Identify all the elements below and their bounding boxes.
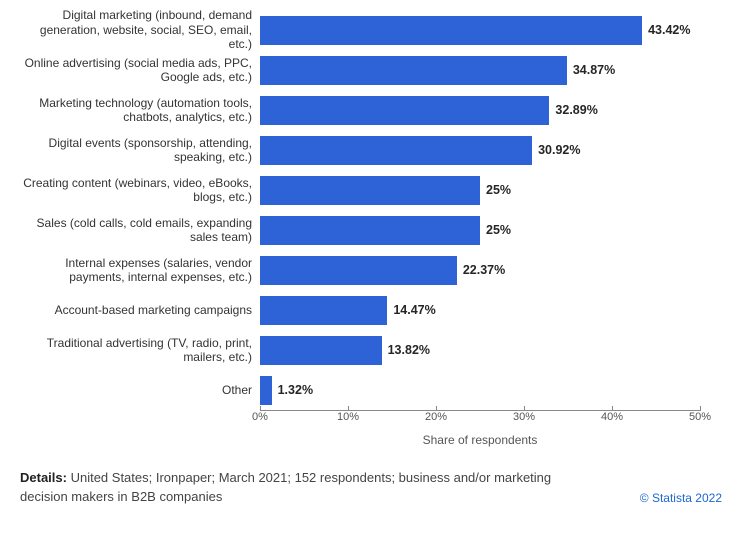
chart-row: Sales (cold calls, cold emails, expandin… — [20, 210, 722, 250]
bar — [260, 16, 642, 45]
chart-row: Online advertising (social media ads, PP… — [20, 50, 722, 90]
bar — [260, 376, 272, 405]
row-plot: 34.87% — [260, 50, 700, 90]
chart-row: Marketing technology (automation tools, … — [20, 90, 722, 130]
tick-label: 40% — [601, 411, 623, 423]
row-label: Traditional advertising (TV, radio, prin… — [20, 336, 260, 365]
bar-value-label: 32.89% — [555, 103, 597, 117]
row-plot: 1.32% — [260, 370, 700, 410]
row-plot: 43.42% — [260, 10, 700, 50]
row-plot: 13.82% — [260, 330, 700, 370]
chart-row: Creating content (webinars, video, eBook… — [20, 170, 722, 210]
tick-label: 20% — [425, 411, 447, 423]
details-body: United States; Ironpaper; March 2021; 15… — [20, 470, 551, 504]
row-plot: 32.89% — [260, 90, 700, 130]
bar-value-label: 30.92% — [538, 143, 580, 157]
row-label: Sales (cold calls, cold emails, expandin… — [20, 216, 260, 245]
bar — [260, 296, 387, 325]
details-text: Details: United States; Ironpaper; March… — [20, 469, 560, 507]
row-label: Online advertising (social media ads, PP… — [20, 56, 260, 85]
bar — [260, 336, 382, 365]
x-axis: 0%10%20%30%40%50% Share of respondents — [260, 410, 700, 447]
tick-label: 0% — [252, 411, 268, 423]
bar — [260, 56, 567, 85]
chart-rows: Digital marketing (inbound, demand gener… — [20, 10, 722, 410]
chart-row: Digital events (sponsorship, attending, … — [20, 130, 722, 170]
chart-row: Traditional advertising (TV, radio, prin… — [20, 330, 722, 370]
details-label: Details: — [20, 470, 67, 485]
bar-value-label: 25% — [486, 223, 511, 237]
row-label: Internal expenses (salaries, vendor paym… — [20, 256, 260, 285]
chart-area: Digital marketing (inbound, demand gener… — [20, 10, 722, 445]
attribution-text: © Statista 2022 — [640, 491, 722, 505]
bar — [260, 256, 457, 285]
bar-value-label: 14.47% — [393, 303, 435, 317]
bar-value-label: 25% — [486, 183, 511, 197]
chart-row: Digital marketing (inbound, demand gener… — [20, 10, 722, 50]
row-label: Digital events (sponsorship, attending, … — [20, 136, 260, 165]
row-plot: 30.92% — [260, 130, 700, 170]
x-axis-title: Share of respondents — [260, 433, 700, 447]
tick-label: 10% — [337, 411, 359, 423]
bar — [260, 216, 480, 245]
bar-value-label: 43.42% — [648, 23, 690, 37]
chart-row: Internal expenses (salaries, vendor paym… — [20, 250, 722, 290]
bar-value-label: 22.37% — [463, 263, 505, 277]
chart-row: Other 1.32% — [20, 370, 722, 410]
bar — [260, 136, 532, 165]
bar — [260, 96, 549, 125]
chart-footer: Details: United States; Ironpaper; March… — [20, 469, 722, 507]
tick-label: 50% — [689, 411, 711, 423]
bar-value-label: 1.32% — [278, 383, 313, 397]
bar — [260, 176, 480, 205]
row-label: Other — [20, 383, 260, 397]
row-label: Digital marketing (inbound, demand gener… — [20, 8, 260, 51]
row-plot: 14.47% — [260, 290, 700, 330]
tick-label: 30% — [513, 411, 535, 423]
row-label: Marketing technology (automation tools, … — [20, 96, 260, 125]
bar-value-label: 13.82% — [388, 343, 430, 357]
row-plot: 25% — [260, 210, 700, 250]
chart-row: Account-based marketing campaigns 14.47% — [20, 290, 722, 330]
row-plot: 25% — [260, 170, 700, 210]
row-label: Account-based marketing campaigns — [20, 303, 260, 317]
row-plot: 22.37% — [260, 250, 700, 290]
bar-value-label: 34.87% — [573, 63, 615, 77]
x-axis-ticks: 0%10%20%30%40%50% — [260, 411, 700, 429]
row-label: Creating content (webinars, video, eBook… — [20, 176, 260, 205]
chart-wrapper: Digital marketing (inbound, demand gener… — [0, 0, 742, 517]
